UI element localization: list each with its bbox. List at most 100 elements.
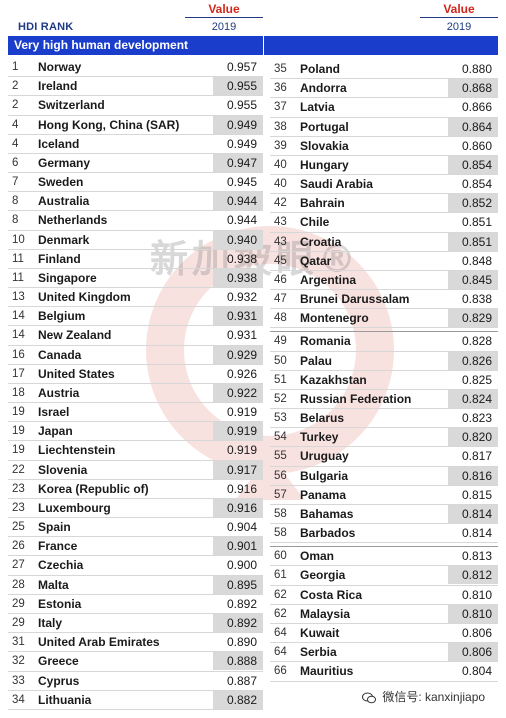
hdi-rank: 36 <box>274 82 287 95</box>
section-banner: Very high human development <box>8 36 263 55</box>
country-name: Ireland <box>38 79 78 94</box>
hdi-value: 0.955 <box>226 98 257 113</box>
country-name: Palau <box>300 353 333 368</box>
table-row: 28 Malta 0.895 <box>8 575 263 595</box>
country-name: Chile <box>300 215 330 230</box>
hdi-rank: 47 <box>274 293 287 306</box>
hdi-value: 0.812 <box>448 566 498 585</box>
country-name: United Kingdom <box>38 290 131 305</box>
country-name: Romania <box>300 334 351 349</box>
country-name: Finland <box>38 251 81 266</box>
country-name: Uruguay <box>300 449 349 464</box>
left-header: HDI RANK Value 2019 <box>8 0 263 36</box>
hdi-rank: 23 <box>12 501 25 514</box>
hdi-value: 0.888 <box>213 652 263 671</box>
hdi-value: 0.854 <box>448 155 498 174</box>
country-name: Slovakia <box>300 138 349 153</box>
hdi-value: 0.938 <box>213 268 263 287</box>
table-row: 66 Mauritius 0.804 <box>270 662 498 682</box>
hdi-rank: 55 <box>274 450 287 463</box>
hdi-value: 0.828 <box>461 334 492 349</box>
country-name: France <box>38 539 78 554</box>
hdi-value: 0.823 <box>461 411 492 426</box>
hdi-rank: 27 <box>12 559 25 572</box>
table-row: 13 United Kingdom 0.932 <box>8 288 263 308</box>
hdi-rank: 23 <box>12 482 25 495</box>
table-row: 11 Singapore 0.938 <box>8 268 263 289</box>
left-column: HDI RANK Value 2019 Very high human deve… <box>8 0 263 710</box>
country-name: United States <box>38 366 115 381</box>
hdi-value: 0.919 <box>226 405 257 420</box>
hdi-value: 0.945 <box>226 175 257 190</box>
country-name: Belgium <box>38 309 86 324</box>
table-row: 29 Estonia 0.892 <box>8 595 263 614</box>
table-row: 22 Slovenia 0.917 <box>8 460 263 480</box>
hdi-value: 0.845 <box>448 270 498 289</box>
hdi-rank: 46 <box>274 273 287 286</box>
hdi-rank: 64 <box>274 626 287 639</box>
right-table-rows-group-1: 35 Poland 0.880 36 Andorra 0.868 37 Latvia 0.866… <box>270 60 498 329</box>
country-name: United Arab Emirates <box>38 635 160 650</box>
hdi-rank: 62 <box>274 588 287 601</box>
hdi-rank: 58 <box>274 527 287 540</box>
hdi-value: 0.892 <box>226 596 257 611</box>
hdi-rank: 19 <box>12 444 25 457</box>
country-name: Cyprus <box>38 673 80 688</box>
hdi-rank: 29 <box>12 616 25 629</box>
table-row: 62 Costa Rica 0.810 <box>270 586 498 605</box>
hdi-value: 0.922 <box>213 383 263 402</box>
hdi-value: 0.829 <box>448 309 498 328</box>
table-row: 56 Bulgaria 0.816 <box>270 466 498 486</box>
country-name: Turkey <box>300 430 339 445</box>
table-row: 46 Argentina 0.845 <box>270 270 498 291</box>
hdi-value: 0.944 <box>226 213 257 228</box>
table-row: 43 Croatia 0.851 <box>270 232 498 252</box>
country-name: Malta <box>38 577 69 592</box>
hdi-value: 0.825 <box>461 372 492 387</box>
table-row: 53 Belarus 0.823 <box>270 409 498 429</box>
hdi-rank: 4 <box>12 137 19 150</box>
table-row: 14 Belgium 0.931 <box>8 307 263 327</box>
hdi-value: 0.955 <box>213 77 263 96</box>
hdi-value: 0.854 <box>461 177 492 192</box>
country-name: Estonia <box>38 596 82 611</box>
hdi-rank: 8 <box>12 195 19 208</box>
hdi-value: 0.929 <box>213 345 263 364</box>
hdi-value: 0.940 <box>213 230 263 249</box>
country-name: Malaysia <box>300 606 351 621</box>
right-header: Value 2019 <box>270 0 498 36</box>
table-row: 26 France 0.901 <box>8 537 263 557</box>
left-table-rows: 1 Norway 0.957 2 Ireland 0.955 2 Switzerland 0.9… <box>8 58 263 710</box>
hdi-rank: 25 <box>12 521 25 534</box>
hdi-value: 0.949 <box>226 136 257 151</box>
country-name: Brunei Darussalam <box>300 292 410 307</box>
table-row: 2 Switzerland 0.955 <box>8 96 263 116</box>
hdi-rank: 50 <box>274 354 287 367</box>
table-row: 55 Uruguay 0.817 <box>270 447 498 467</box>
hdi-rank-header: HDI RANK <box>18 21 74 33</box>
hdi-rank: 16 <box>12 348 25 361</box>
credit-text: 微信号: kanxinjiapo <box>382 690 486 704</box>
table-row: 14 New Zealand 0.931 <box>8 326 263 346</box>
hdi-value: 0.860 <box>461 138 492 153</box>
hdi-value: 0.919 <box>213 422 263 441</box>
table-row: 33 Cyprus 0.887 <box>8 672 263 691</box>
table-row: 62 Malaysia 0.810 <box>270 604 498 624</box>
table-row: 36 Andorra 0.868 <box>270 79 498 99</box>
table-row: 51 Kazakhstan 0.825 <box>270 371 498 390</box>
table-row: 34 Lithuania 0.882 <box>8 690 263 710</box>
table-row: 37 Latvia 0.866 <box>270 98 498 118</box>
right-table-rows-group-2: 49 Romania 0.828 50 Palau 0.826 51 Kazakhstan 0.… <box>270 332 498 544</box>
table-row: 16 Canada 0.929 <box>8 345 263 365</box>
country-name: Greece <box>38 654 79 669</box>
table-row: 50 Palau 0.826 <box>270 351 498 371</box>
hdi-rank: 11 <box>12 252 24 265</box>
table-row: 23 Korea (Republic of) 0.916 <box>8 480 263 499</box>
country-name: Luxembourg <box>38 500 111 515</box>
hdi-rank: 1 <box>12 61 19 73</box>
country-name: Denmark <box>38 232 90 247</box>
hdi-rank: 33 <box>12 674 25 687</box>
country-name: Bahrain <box>300 196 345 211</box>
year-header: 2019 <box>446 21 472 33</box>
hdi-value: 0.932 <box>226 290 257 305</box>
